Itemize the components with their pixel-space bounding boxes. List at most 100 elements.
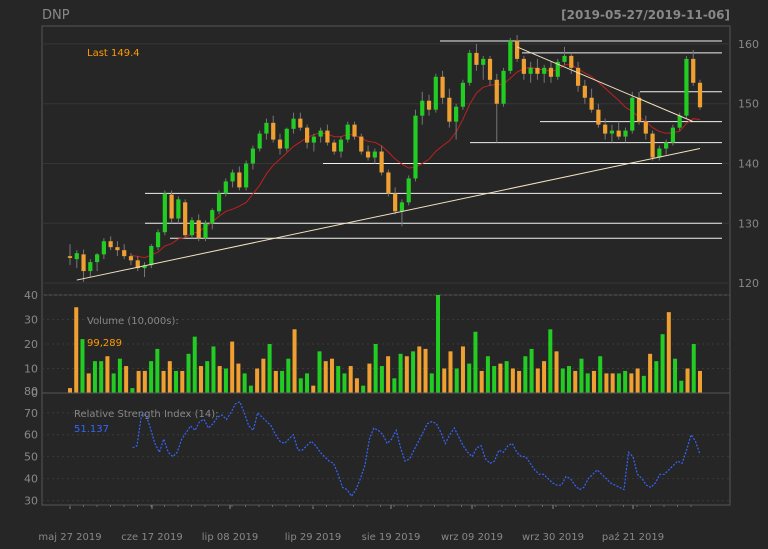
volume-bar (86, 373, 91, 393)
volume-bar (485, 356, 490, 393)
candle-body (162, 193, 167, 233)
volume-bar (361, 385, 366, 393)
candle-body (440, 76, 445, 98)
candle-body (433, 76, 438, 110)
price-tick-label: 130 (738, 217, 759, 230)
candle-body (562, 55, 567, 62)
volume-bar (492, 366, 497, 393)
volume-bar (392, 378, 397, 393)
volume-bar (685, 368, 690, 393)
volume-last-value: 99,289 (87, 338, 122, 349)
candle-body (304, 127, 310, 143)
volume-bar (205, 361, 210, 393)
volume-bar (579, 358, 584, 393)
volume-panel: 0 10 20 30 40 Volume (10,000s): 99,289 (24, 289, 731, 400)
candle-body (142, 265, 147, 269)
volume-bar (460, 346, 465, 393)
rsi-tick-label: 80 (24, 385, 38, 398)
candle-body (467, 52, 472, 83)
candle-body (650, 133, 655, 158)
volume-bar (323, 361, 328, 393)
volume-bar (236, 363, 241, 393)
candle-body (183, 202, 188, 236)
volume-bar (311, 385, 316, 393)
volume-bar (660, 334, 665, 393)
volume-bar (436, 295, 441, 393)
symbol-title: DNP (42, 8, 70, 23)
candle-body (454, 106, 459, 122)
volume-tick-label: 10 (24, 363, 38, 376)
volume-bar (648, 353, 653, 393)
volume-bar (629, 373, 634, 393)
candle-body (210, 210, 215, 224)
volume-bar (367, 363, 372, 393)
candle-body (481, 58, 486, 65)
rsi-tick-label: 50 (24, 451, 38, 464)
candle-body (691, 58, 696, 83)
candle-body (216, 193, 222, 212)
candle-body (447, 97, 452, 122)
date-tick-label: wrz 30 2019 (522, 532, 584, 543)
volume-bar (261, 358, 266, 393)
volume-bar (161, 370, 166, 393)
candle-body (379, 151, 384, 173)
candle-body (332, 142, 337, 152)
volume-bar (523, 356, 528, 393)
candle-body (291, 118, 296, 129)
volume-bar (217, 366, 222, 393)
candle-body (325, 130, 330, 143)
candle-body (474, 52, 479, 65)
candle-body (643, 121, 648, 134)
candle-body (393, 193, 398, 212)
volume-bar (373, 344, 378, 393)
candle-body (630, 97, 635, 131)
candle-body (697, 82, 703, 108)
volume-bar (386, 356, 391, 393)
candle-body (542, 67, 547, 74)
volume-bar (149, 361, 154, 393)
candle-body (338, 139, 344, 152)
date-tick-label: cze 17 2019 (121, 532, 182, 543)
volume-bar (510, 368, 515, 393)
volume-bar (354, 378, 359, 393)
candle-body (372, 151, 377, 158)
volume-bar (186, 353, 191, 393)
candle-body (203, 223, 208, 239)
volume-bar (654, 361, 659, 393)
volume-bar (623, 370, 628, 393)
volume-bar (105, 356, 110, 393)
candle-body (149, 245, 154, 266)
candle-body (250, 148, 256, 164)
candle-body (589, 97, 594, 110)
rsi-tick-label: 60 (24, 429, 38, 442)
price-tick-label: 150 (738, 98, 759, 111)
candle-body (311, 136, 316, 143)
candle-body (108, 241, 113, 248)
candle-body (122, 250, 127, 257)
volume-bar (542, 361, 547, 393)
volume-bar (198, 366, 203, 393)
rsi-tick-label: 30 (24, 495, 38, 508)
volume-bar (329, 358, 334, 393)
candle-body (575, 67, 581, 86)
candle-body (603, 124, 608, 134)
candle-body (413, 115, 418, 179)
candle-body (616, 130, 621, 137)
volume-bar (74, 307, 79, 393)
volume-tick-label: 30 (24, 314, 38, 327)
candle-body (406, 178, 411, 203)
rsi-line (132, 400, 701, 498)
candle-body (352, 124, 357, 137)
candle-body (135, 260, 140, 269)
volume-bar (242, 373, 247, 393)
candle-body (528, 67, 533, 74)
candle-body (677, 115, 682, 128)
candle-body (230, 172, 235, 182)
date-tick-label: paź 21 2019 (602, 531, 664, 543)
volume-bar (211, 346, 216, 393)
volume-bar (504, 361, 509, 393)
candle-body (664, 142, 669, 149)
candle-body (81, 254, 86, 272)
